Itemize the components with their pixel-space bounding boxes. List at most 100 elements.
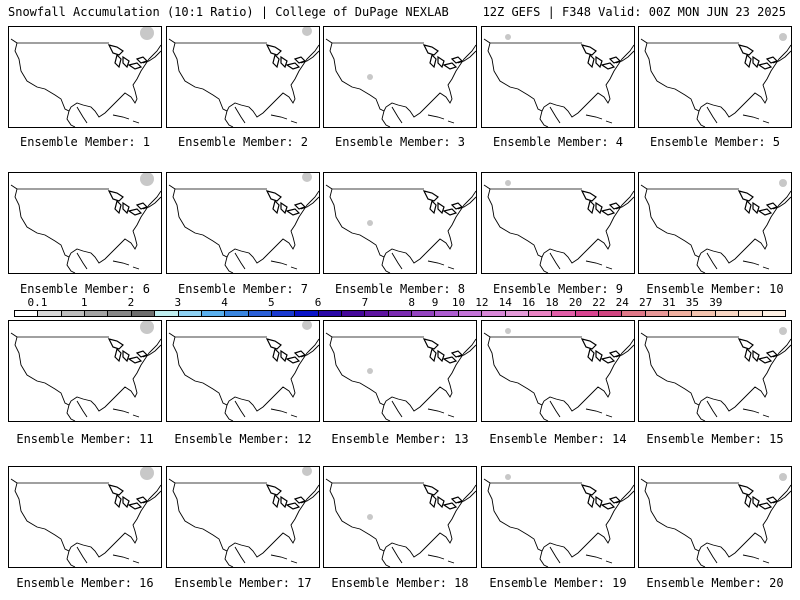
colorbar-swatch — [669, 311, 693, 316]
coastline — [112, 260, 140, 270]
coastline — [381, 252, 403, 273]
coastline — [457, 196, 476, 210]
ensemble-member-label: Ensemble Member: 13 — [331, 432, 469, 446]
great-lake — [114, 347, 122, 363]
colorbar-swatch — [412, 311, 436, 316]
ensemble-member-label: Ensemble Member: 2 — [177, 135, 309, 149]
us-basemap — [483, 474, 634, 567]
ensemble-member-label: Ensemble Member: 15 — [646, 432, 784, 446]
ensemble-member-label: Ensemble Member: 14 — [489, 432, 627, 446]
coastline — [224, 106, 246, 127]
colorbar-swatch — [739, 311, 763, 316]
great-lake — [744, 493, 752, 509]
coastline — [696, 546, 718, 567]
great-lake — [122, 201, 130, 215]
coastline — [325, 478, 476, 558]
ensemble-member-label: Ensemble Member: 11 — [16, 432, 154, 446]
great-lake — [114, 199, 122, 215]
ensemble-map-panel — [481, 26, 635, 128]
colorbar-tick-label: 35 — [685, 296, 700, 309]
us-basemap — [10, 321, 161, 421]
coastline — [224, 252, 246, 273]
coastline — [640, 332, 791, 412]
coastline — [142, 344, 161, 358]
great-lake — [595, 201, 603, 215]
coastline — [10, 38, 161, 118]
ensemble-map-panel — [166, 26, 320, 128]
snowfall-patch — [140, 27, 154, 40]
coastline — [142, 490, 161, 504]
coastline — [772, 490, 791, 504]
great-lake — [757, 356, 773, 364]
great-lake — [135, 202, 149, 210]
great-lake — [600, 208, 616, 216]
colorbar-swatch — [38, 311, 62, 316]
coastline — [615, 196, 634, 210]
coastline — [381, 106, 403, 127]
great-lake — [765, 202, 779, 210]
great-lake — [429, 493, 437, 509]
colorbar-tick-label: 24 — [615, 296, 629, 309]
colorbar-tick-label: 7 — [361, 296, 369, 309]
ensemble-map-panel — [481, 172, 635, 274]
great-lake — [107, 190, 124, 202]
us-basemap — [10, 27, 161, 127]
coastline — [325, 184, 476, 264]
great-lake — [265, 484, 282, 496]
us-basemap — [483, 328, 634, 421]
coastline — [742, 554, 770, 564]
snowfall-patch — [779, 179, 787, 187]
snowfall-patch — [505, 474, 511, 480]
great-lake — [442, 502, 458, 510]
great-lake — [265, 190, 282, 202]
us-basemap — [168, 27, 319, 127]
colorbar-tick-label: 10 — [451, 296, 466, 309]
colorbar-swatch — [248, 311, 272, 316]
great-lake — [127, 62, 143, 70]
great-lake — [587, 53, 595, 69]
great-lake — [757, 502, 773, 510]
coastline — [427, 114, 455, 124]
great-lake — [442, 62, 458, 70]
great-lake — [135, 496, 149, 504]
colorbar-tick-label: 39 — [709, 296, 723, 309]
colorbar-swatch — [201, 311, 226, 316]
ensemble-map-panel — [8, 466, 162, 568]
ensemble-member-label: Ensemble Member: 18 — [331, 576, 469, 590]
snowfall-patch — [505, 180, 511, 186]
colorbar-tick-label: 20 — [568, 296, 583, 309]
colorbar-tick-labels: 0.1 1 2 3 4 5 6 7 8 9 10 12 14 16 18 20 22 24 27 31 35 39 — [14, 297, 786, 309]
great-lake — [280, 495, 288, 509]
coastline — [66, 546, 88, 567]
great-lake — [608, 56, 622, 64]
great-lake — [122, 55, 130, 69]
coastline — [457, 344, 476, 358]
coastline — [10, 332, 161, 412]
colorbar-swatch — [762, 311, 785, 316]
colorbar-swatch — [365, 311, 389, 316]
coastline — [168, 184, 319, 264]
coastline — [142, 196, 161, 210]
coastline — [772, 50, 791, 64]
coastline — [325, 38, 476, 118]
great-lake — [744, 347, 752, 363]
colorbar-swatch — [155, 311, 179, 316]
great-lake — [127, 208, 143, 216]
coastline — [640, 184, 791, 264]
colorbar-swatch — [435, 311, 459, 316]
ensemble-member-label: Ensemble Member: 5 — [649, 135, 781, 149]
coastline — [483, 478, 634, 558]
colorbar-swatch — [318, 311, 343, 316]
great-lake — [122, 495, 130, 509]
coastline — [742, 260, 770, 270]
colorbar-swatch — [482, 311, 506, 316]
great-lake — [422, 338, 439, 350]
ensemble-map-panel — [8, 320, 162, 422]
ensemble-member-label: Ensemble Member: 1 — [19, 135, 151, 149]
coastline — [742, 114, 770, 124]
colorbar-tick-label: 8 — [408, 296, 415, 309]
coastline — [10, 478, 161, 558]
colorbar-swatch — [388, 311, 413, 316]
great-lake — [437, 201, 445, 215]
colorbar-tick-label: 1 — [80, 296, 88, 309]
